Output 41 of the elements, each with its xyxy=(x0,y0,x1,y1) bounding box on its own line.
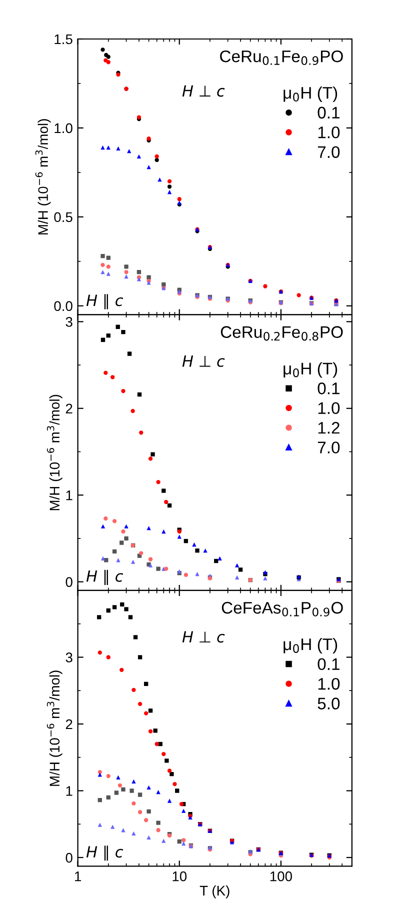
y-tick-label: 2 xyxy=(66,404,72,414)
y-axis-title: M/H (10$^{−6}$ m$^{3}$/mol) xyxy=(35,119,51,234)
text: CeRu$_{0.2}$Fe$_{0.8}$PO xyxy=(220,326,343,341)
legend-label: 0.1 xyxy=(318,106,340,119)
x-tick-label: 1 xyxy=(75,872,81,882)
annotation: H ⊥ c xyxy=(182,85,225,97)
x-tick-label: 10 xyxy=(172,871,187,882)
x-axis-title: T (K) xyxy=(200,885,230,898)
legend-title: μ$_{0}$H (T) xyxy=(284,362,338,378)
legend-label: 1.0 xyxy=(318,402,340,414)
annotation: H ⊥ c xyxy=(182,631,225,643)
y-tick-label: 0 xyxy=(66,852,72,863)
legend-label: 7.0 xyxy=(318,146,340,158)
y-tick-label: 1 xyxy=(66,786,72,796)
legend-title: μ$_{0}$H (T) xyxy=(284,86,338,102)
legend-label: 1.0 xyxy=(318,126,340,138)
legend-label: 0.1 xyxy=(318,382,340,394)
x-tick-label: 100 xyxy=(270,871,292,882)
annotation: H ∥ c xyxy=(86,846,124,861)
y-axis-title: M/H (10$^{−6}$ m$^{3}$/mol) xyxy=(46,394,62,510)
legend-label: 0.1 xyxy=(318,658,340,670)
legend-label: 1.0 xyxy=(318,678,340,690)
y-tick-label: 0 xyxy=(66,577,72,587)
y-tick-label: 1.0 xyxy=(54,123,72,134)
y-tick-label: 2 xyxy=(66,719,72,730)
annotation: H ⊥ c xyxy=(182,356,225,367)
legend-label: 7.0 xyxy=(318,442,340,454)
text: CeRu$_{0.1}$Fe$_{0.9}$PO xyxy=(220,50,343,65)
legend-label: 1.2 xyxy=(318,422,340,434)
y-tick-label: 1 xyxy=(66,490,72,500)
y-axis-title: M/H (10$^{−6}$ m$^{3}$/mol) xyxy=(46,670,62,786)
annotation: H ∥ c xyxy=(86,570,124,585)
y-tick-label: 0.5 xyxy=(54,212,72,222)
y-tick-label: 3 xyxy=(66,652,72,662)
y-tick-label: 3 xyxy=(66,317,72,327)
legend-title: μ$_{0}$H (T) xyxy=(284,638,338,654)
y-tick-label: 1.5 xyxy=(54,34,72,44)
y-tick-label: 0.0 xyxy=(54,301,72,312)
text: CeFeAs$_{0.1}$P$_{0.9}$O xyxy=(222,602,343,616)
annotation: H ∥ c xyxy=(86,294,124,310)
legend-label: 5.0 xyxy=(318,698,340,710)
